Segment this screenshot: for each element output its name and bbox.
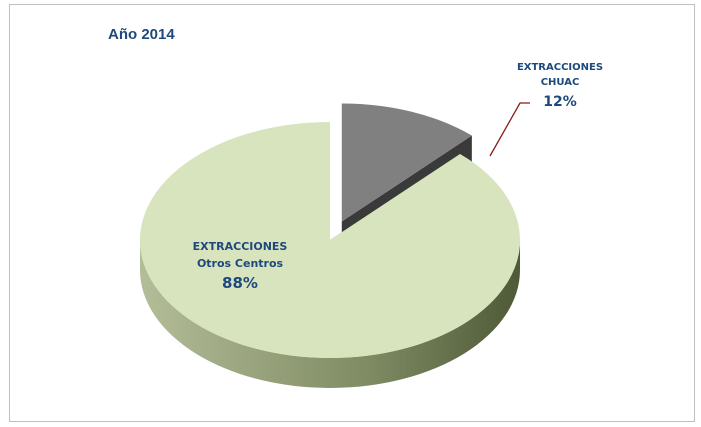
slice-value-label: 12% — [543, 94, 577, 110]
pie-slice — [140, 122, 521, 359]
slice-side — [140, 240, 520, 388]
pie-slice — [341, 103, 472, 222]
slice-label: EXTRACCIONES Otros Centros — [192, 240, 288, 270]
slice-value-label: 88% — [222, 274, 258, 292]
leader-line — [489, 102, 530, 157]
slice-label: EXTRACCIONES CHUAC — [516, 62, 604, 88]
chart-title: Año 2014 — [108, 26, 175, 43]
pie — [140, 103, 521, 388]
